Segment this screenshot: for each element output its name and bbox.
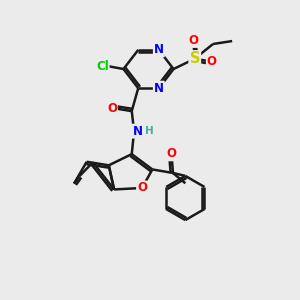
Text: H: H: [145, 126, 154, 136]
Text: O: O: [167, 147, 176, 160]
Text: Cl: Cl: [96, 60, 109, 73]
Text: O: O: [188, 34, 198, 47]
Text: N: N: [154, 82, 164, 95]
Text: O: O: [107, 102, 117, 115]
Text: O: O: [137, 182, 147, 194]
Text: N: N: [133, 125, 142, 138]
Text: S: S: [190, 51, 200, 66]
Text: O: O: [207, 55, 217, 68]
Text: N: N: [154, 44, 164, 56]
